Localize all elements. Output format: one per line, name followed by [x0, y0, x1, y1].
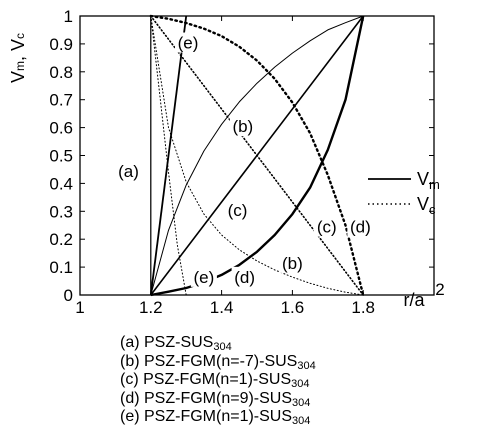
curve-label: (c) [228, 201, 248, 220]
x-tick-label: 1.4 [210, 298, 234, 317]
y-tick-label: 0.2 [49, 230, 73, 249]
caption-e-sub: 304 [292, 415, 311, 427]
caption-e-text: (e) PSZ-FGM(n=1)-SUS [120, 408, 293, 425]
x-tick-label: 1 [75, 298, 84, 317]
curve-label-bg [224, 199, 251, 220]
y-axis-label: Vm, Vc [8, 33, 28, 83]
curve-label-bg [231, 266, 258, 287]
series-b-vc-line [150, 15, 364, 296]
curve-label: (e) [178, 34, 199, 53]
series-d-vm-line [150, 15, 365, 297]
x-tick-label: 1.6 [281, 298, 305, 317]
caption-a-text: (a) PSZ-SUS [120, 334, 214, 351]
curve-label: (b) [282, 254, 303, 273]
caption-d: (d) PSZ-FGM(n=9)-SUS304 [120, 390, 460, 409]
legend-label-m: Vm [417, 169, 440, 192]
caption-a: (a) PSZ-SUS304 [120, 334, 460, 353]
series-e-vc-line [150, 15, 187, 296]
curve-label-bg [190, 266, 217, 287]
x-axis-label: r/a [403, 290, 425, 310]
caption-e: (e) PSZ-FGM(n=1)-SUS304 [120, 408, 460, 427]
caption-d-sub: 304 [292, 396, 311, 409]
series-e-vm-line [149, 15, 188, 296]
y-tick-label: 0.5 [49, 147, 73, 166]
series-c-vc-line [150, 15, 364, 296]
curve-label-bg [115, 160, 142, 181]
y-tick-label: 0 [64, 286, 73, 305]
legend-label-c: Vc [417, 194, 436, 217]
curve-label-bg [279, 252, 306, 273]
curve-label-bg [347, 216, 374, 237]
curve-labels-group: (a) (e) (b) (c) (c) (d) (b) (e) (d) [115, 32, 374, 287]
caption-list: (a) PSZ-SUS304 (b) PSZ-FGM(n=-7)-SUS304 … [120, 334, 460, 427]
caption-c-sub: 304 [291, 378, 310, 390]
curve-label: (a) [118, 162, 139, 181]
y-tick-label: 0.8 [49, 63, 73, 82]
curve-label: (b) [232, 117, 253, 136]
curve-label: (d) [234, 268, 255, 287]
curve-label: (d) [350, 218, 371, 237]
x-tick-label: 1.8 [351, 298, 375, 317]
y-tick-label: 0.4 [49, 174, 73, 193]
curve-label-bg [229, 116, 256, 137]
y-tick-label: 0.9 [49, 35, 73, 54]
curve-label-bg [313, 216, 340, 237]
caption-b-text: (b) PSZ-FGM(n=-7)-SUS [120, 352, 298, 370]
caption-c: (c) PSZ-FGM(n=1)-SUS304 [120, 371, 460, 390]
y-tick-label: 0.3 [49, 202, 73, 221]
curves-group [149, 14, 365, 297]
curve-label-bg [174, 32, 201, 53]
caption-b-sub: 304 [297, 359, 316, 372]
y-tick-label: 0.6 [49, 119, 73, 138]
y-tick-label: 1 [64, 7, 73, 26]
curve-label: (e) [194, 268, 215, 287]
caption-b: (b) PSZ-FGM(n=-7)-SUS304 [120, 353, 460, 372]
caption-a-sub: 304 [213, 341, 232, 353]
caption-d-text: (d) PSZ-FGM(n=9)-SUS [120, 389, 293, 407]
y-tick-label: 0.7 [49, 91, 73, 110]
series-b-vm-line [150, 15, 364, 296]
x-tick-label: 1.2 [139, 298, 163, 317]
axes-group: 1 1.2 1.4 1.6 1.8 2 0 0.1 0.2 0.3 0.4 0.5 0.6 0.7 0.8 0… [8, 7, 445, 317]
curve-label: (c) [317, 218, 337, 237]
caption-c-text: (c) PSZ-FGM(n=1)-SUS [120, 371, 292, 388]
x-tick-label: 2 [435, 280, 444, 299]
y-tick-label: 0.1 [49, 258, 73, 277]
